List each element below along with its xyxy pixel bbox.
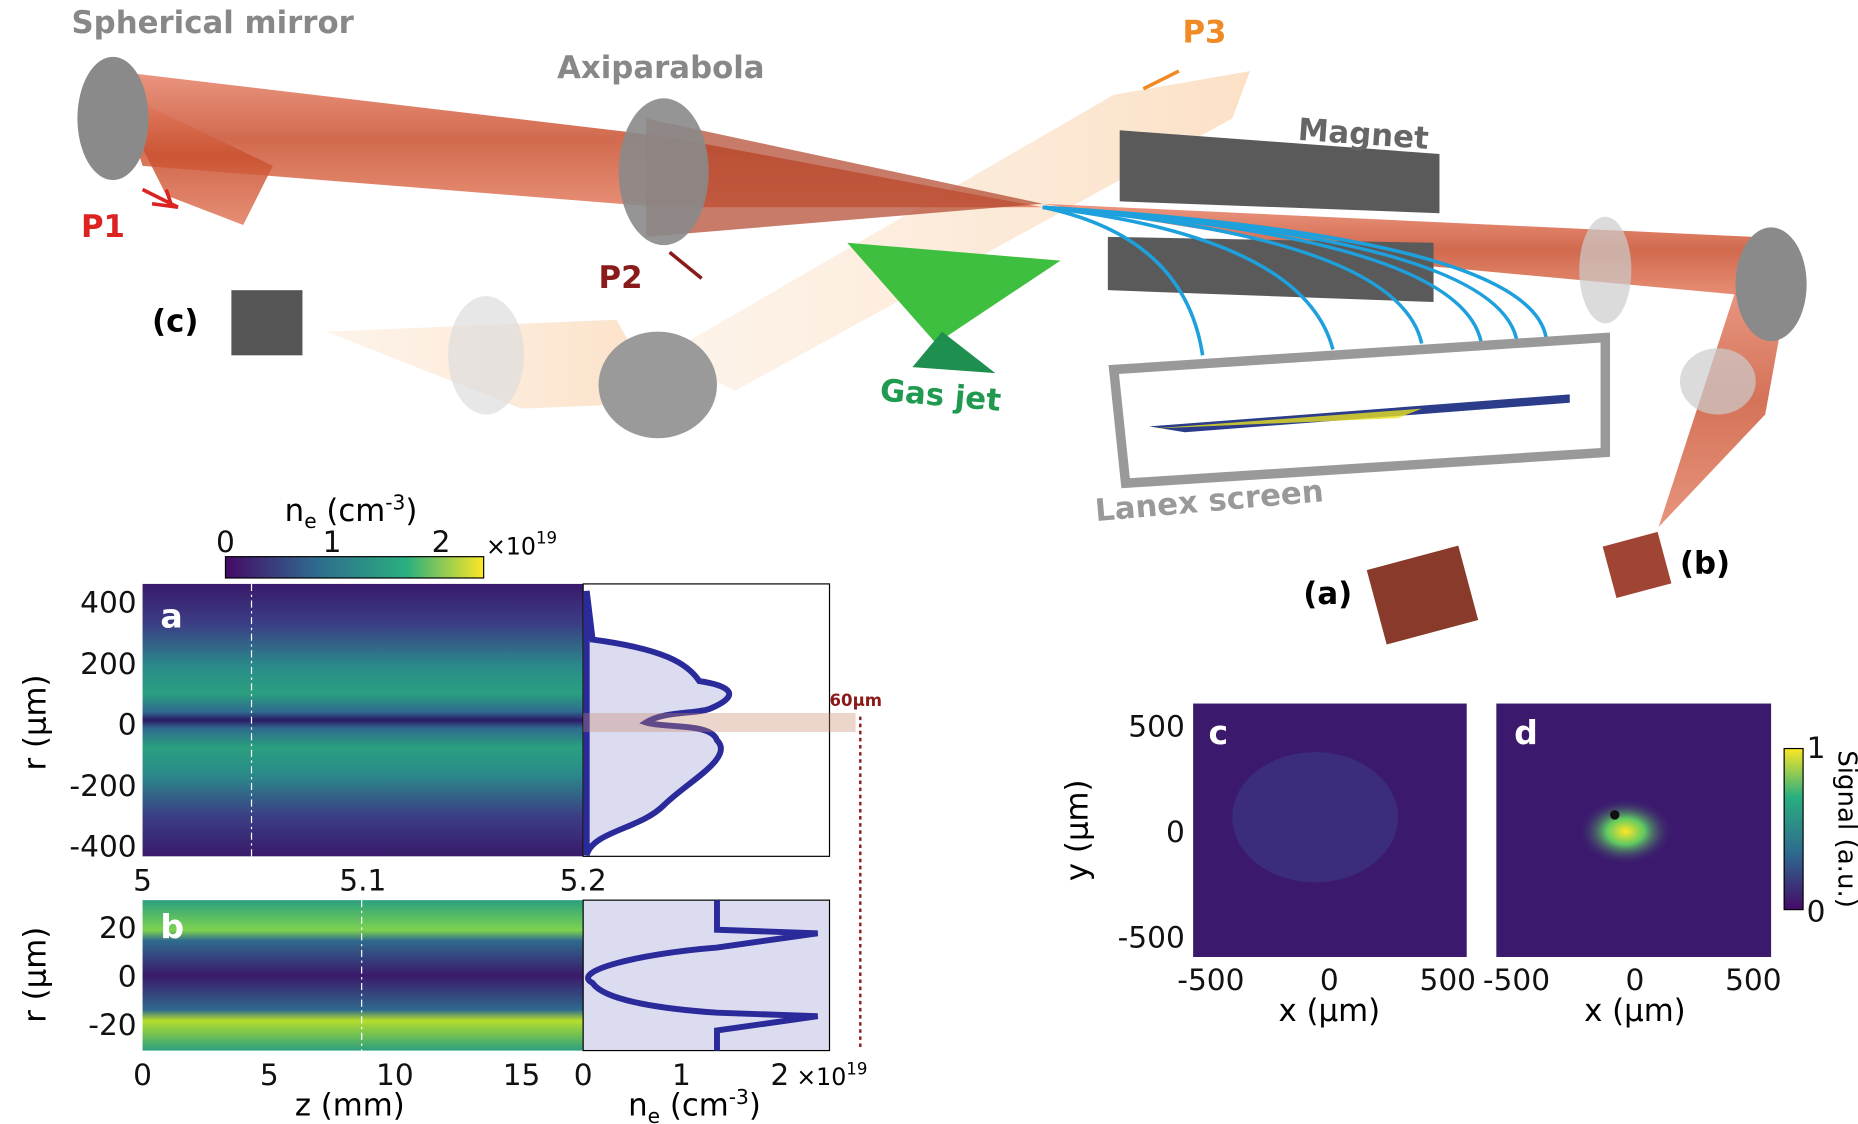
label: P3 (1182, 15, 1226, 51)
label: (b) (1680, 545, 1730, 581)
axis-label: Signal (a.u.) (1832, 750, 1858, 908)
axis-label: ne (cm-3) (628, 1085, 761, 1124)
heatmap (143, 584, 584, 856)
lens (448, 296, 524, 414)
tick-label: 2 (432, 525, 451, 559)
figure: Spherical mirror Axiparabola P3 Magnet P… (0, 0, 1858, 1124)
tick-label: 0 (118, 960, 137, 994)
tick-label: 0 (118, 707, 137, 741)
axis-label: y (μm) (1060, 779, 1096, 881)
tick-label: 0 (1807, 894, 1826, 928)
tick-label: 500 (1420, 963, 1477, 997)
axis-label: x (μm) (1584, 993, 1686, 1029)
axis-label: r (μm) (17, 927, 53, 1023)
tick-label: 0 (1166, 815, 1185, 849)
tick-label: 5.1 (339, 864, 386, 898)
axis-label: r (μm) (17, 674, 53, 770)
label: P1 (81, 209, 125, 245)
label: Axiparabola (557, 50, 765, 86)
tick-label: 5 (260, 1058, 279, 1092)
heatmap (143, 900, 584, 1050)
highlight-band (583, 713, 855, 732)
tick-label: 400 (80, 585, 137, 619)
colorbar-title: ne (cm-3) (285, 490, 418, 533)
axis-label: x (μm) (1279, 993, 1381, 1029)
tick-label: 5 (133, 864, 152, 898)
tick-label: 1 (323, 525, 342, 559)
tick-label: 0 (216, 525, 235, 559)
tick-label: -200 (69, 769, 136, 803)
spherical-mirror (77, 57, 148, 180)
tick-label: 200 (80, 647, 137, 681)
camera-c (231, 290, 302, 355)
panel-letter: b (160, 907, 184, 946)
label: Gas jet (879, 372, 1003, 418)
multiplier: ×1019 (486, 529, 557, 561)
mirror (1736, 227, 1807, 341)
lens (1579, 217, 1631, 324)
heatmap-feature (1610, 810, 1619, 819)
panel-b: b 20 0 -20 r (μm) 0 5 10 15 z (mm) 0 1 2… (17, 900, 867, 1124)
tick-label: 0 (574, 1058, 593, 1092)
label: P2 (599, 260, 643, 296)
colorbar (1784, 749, 1803, 910)
tick-label: -500 (1118, 921, 1185, 955)
tick-label: 500 (1725, 963, 1782, 997)
panel-letter: a (160, 597, 182, 636)
panel-letter: d (1514, 713, 1538, 752)
profile-axes (583, 900, 829, 1050)
lens (1680, 348, 1756, 414)
tick-label: 5.2 (560, 864, 607, 898)
annotation: 60μm (830, 691, 883, 710)
colorbar (225, 557, 483, 578)
camera-b (1603, 532, 1672, 598)
probe-beam (664, 71, 1250, 391)
gas-jet (912, 332, 995, 373)
tick-label: 20 (99, 911, 137, 945)
tick-label: -400 (69, 829, 136, 863)
label: (c) (152, 304, 198, 340)
tick-label: 2 (770, 1058, 789, 1092)
tick-label: 15 (503, 1058, 541, 1092)
panel-letter: c (1209, 713, 1229, 752)
axiparabola (619, 98, 709, 245)
density-colorbar: ne (cm-3) 0 1 2 ×1019 (216, 490, 557, 578)
panel-d: d -500 0 500 x (μm) 1 0 Signal (a.u.) (1483, 704, 1858, 1029)
label: Spherical mirror (71, 5, 354, 41)
heatmap-feature (1232, 752, 1398, 882)
tick-label: -500 (1483, 963, 1550, 997)
multiplier: ×1019 (796, 1059, 867, 1091)
tick-label: 500 (1128, 710, 1185, 744)
camera-a (1367, 546, 1478, 645)
arrow (670, 252, 702, 278)
label: (a) (1303, 576, 1352, 612)
tick-label: -500 (1177, 963, 1244, 997)
mirror (599, 332, 717, 439)
panel-c: c 500 0 -500 y (μm) -500 0 500 x (μm) (1060, 704, 1476, 1029)
axis-label: z (mm) (295, 1088, 405, 1124)
tick-label: 0 (133, 1058, 152, 1092)
lanex-screen (1114, 338, 1606, 484)
tick-label: 1 (1807, 731, 1826, 765)
heatmap-feature (1578, 798, 1673, 864)
tick-label: -20 (88, 1008, 136, 1042)
